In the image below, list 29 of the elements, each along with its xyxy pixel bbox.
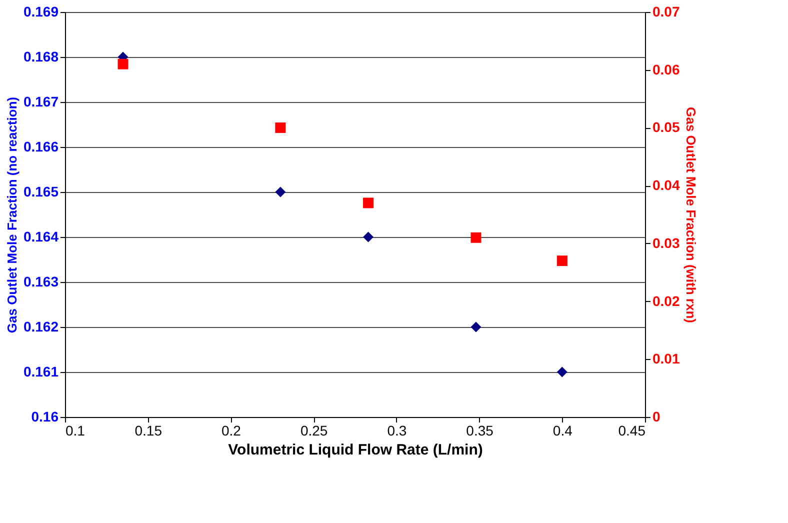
y-tick-label: 0.163 <box>23 274 59 290</box>
x-tick-label: 0.15 <box>134 422 162 438</box>
x-tick-label: 0.3 <box>387 422 407 438</box>
y2-tick-label: 0.04 <box>652 177 680 194</box>
y-tick-label: 0.169 <box>23 4 59 20</box>
y-tick-label: 0.161 <box>23 364 59 380</box>
y2-tick-label: 0.01 <box>652 350 680 367</box>
y-tick-label: 0.162 <box>23 318 59 334</box>
y2-tick-label: 0.06 <box>652 61 680 78</box>
x-axis-title: Volumetric Liquid Flow Rate (L/min) <box>228 442 483 458</box>
x-tick-label: 0.4 <box>552 422 573 438</box>
y2-axis-title: Gas Outlet Mole Fraction (with rxn) <box>684 107 699 323</box>
y-tick-label: 0.164 <box>23 228 59 244</box>
y2-tick-label: 0.07 <box>652 4 680 20</box>
x-tick-label: 0.2 <box>221 422 242 438</box>
y-tick-label: 0.16 <box>31 408 59 424</box>
y-tick-label: 0.167 <box>23 94 59 110</box>
y2-tick-label: 0.02 <box>652 292 680 309</box>
x-tick-label: 0.45 <box>618 422 646 438</box>
x-tick-label: 0.35 <box>466 422 494 438</box>
y-tick-label: 0.168 <box>23 48 59 64</box>
y-axis-title: Gas Outlet Mole Fraction (no reaction) <box>4 96 20 334</box>
y2-tick-label: 0.03 <box>652 234 680 251</box>
y2-tick-label: 0.05 <box>652 119 680 136</box>
y-tick-label: 0.165 <box>23 184 59 200</box>
y2-tick-label: 0 <box>652 408 660 424</box>
x-tick-label: 0.25 <box>300 422 328 438</box>
x-tick-label: 0.1 <box>66 422 86 438</box>
y-tick-label: 0.166 <box>23 138 59 154</box>
